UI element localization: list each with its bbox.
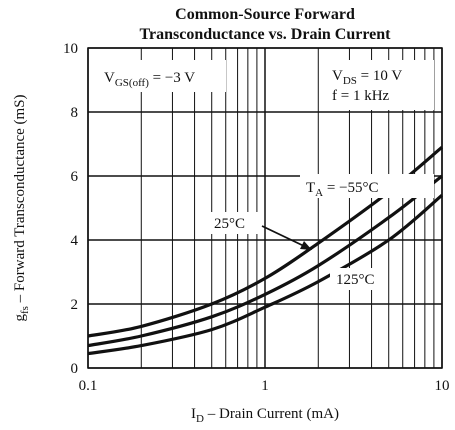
series-label-tail: = <box>323 180 339 196</box>
annotation-sub: GS(off) <box>115 77 149 89</box>
series-label-main: T <box>306 180 315 196</box>
x-tick-label: 1 <box>261 378 269 394</box>
label-box <box>300 174 434 198</box>
y-tick-label: 8 <box>71 105 79 121</box>
y-tick-label: 10 <box>63 41 78 57</box>
x-axis-label: ID – Drain Current (mA) <box>191 406 339 425</box>
annotation-tail: = 10 V <box>357 68 402 84</box>
series-label: 25°C <box>214 216 245 232</box>
annotation: VGS(off) = −3 V <box>104 70 195 89</box>
x-tick-label: 10 <box>435 378 450 394</box>
y-axis-label: gfs – Forward Transconductance (mS) <box>12 94 31 321</box>
label-box <box>330 268 388 290</box>
series-label-name: −55°C <box>339 180 378 196</box>
x-axis-label-main: I <box>191 406 196 422</box>
series-label-sub: A <box>315 187 323 199</box>
y-tick-label: 0 <box>71 361 79 377</box>
x-axis-label-sub: D <box>196 413 204 425</box>
y-tick-label: 2 <box>71 297 79 313</box>
y-axis-label-sub: fs <box>19 306 31 314</box>
chart-title: Common-Source Forward <box>175 6 355 23</box>
x-axis-label-tail: – Drain Current (mA) <box>204 406 339 422</box>
plot-frame <box>87 47 443 369</box>
annotation-box <box>96 60 226 92</box>
arrow-head <box>300 241 312 250</box>
arrow-line <box>261 225 307 248</box>
annotation: VDS = 10 V <box>332 68 402 87</box>
annotation-sub: DS <box>343 75 357 87</box>
series-label: TA = −55°C <box>306 180 379 199</box>
annotation-box <box>322 60 434 110</box>
annotation: f = 1 kHz <box>332 88 390 104</box>
curve <box>87 174 443 348</box>
annotation-tail: = −3 V <box>149 70 195 86</box>
y-tick-label: 4 <box>71 233 79 249</box>
chart-title: Transconductance vs. Drain Current <box>140 26 392 43</box>
x-tick-label: 0.1 <box>79 378 98 394</box>
label-box <box>208 212 260 234</box>
annotation-part: f = 1 kHz <box>332 88 390 104</box>
series-label: 125°C <box>336 272 375 288</box>
annotation-main: V <box>104 70 115 86</box>
curve <box>87 193 444 356</box>
y-axis-label-tail: – Forward Transconductance (mS) <box>12 94 28 306</box>
y-axis-label-main: g <box>12 314 28 322</box>
annotation-main: V <box>332 68 343 84</box>
y-tick-label: 6 <box>71 169 79 185</box>
